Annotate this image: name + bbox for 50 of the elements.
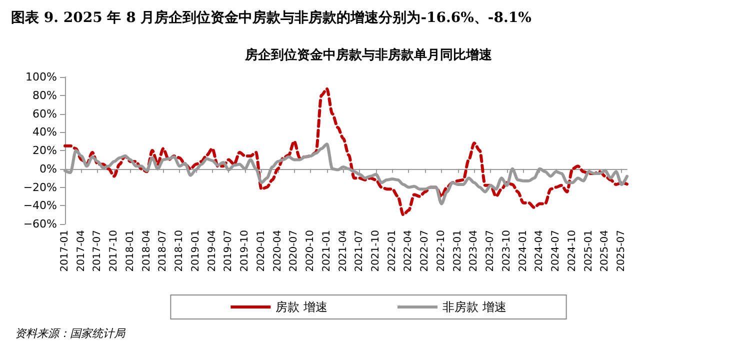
x-tick-label: 2017-07: [92, 230, 104, 272]
x-tick-label: 2025-04: [600, 230, 611, 272]
x-tick-label: 2022-04: [403, 230, 414, 272]
y-tick-label: −60%: [23, 218, 57, 230]
x-tick-label: 2024-10: [566, 230, 578, 272]
text: 资料来源：国家统计局: [15, 327, 126, 340]
x-tick-label: 2021-04: [338, 230, 349, 272]
x-tick-label: 2020-10: [305, 230, 316, 272]
x-tick-label: 2017-01: [60, 230, 70, 272]
x-tick-label: 2023-10: [501, 230, 512, 272]
y-tick-label: 40%: [32, 126, 57, 139]
x-tick-label: 2021-10: [370, 230, 382, 272]
y-tick-label: −20%: [23, 180, 57, 194]
legend-label: 房款 增速: [276, 300, 328, 314]
x-tick-label: 2019-01: [190, 230, 202, 272]
x-tick-label: 2021-01: [321, 230, 332, 272]
x-tick-label: 2020-04: [272, 230, 284, 272]
line-series: [64, 87, 628, 216]
legend-label: 非房款 增速: [442, 300, 506, 314]
x-tick-label: 2025-07: [616, 230, 628, 272]
y-tick-label: 20%: [32, 144, 57, 157]
y-tick-label: 60%: [32, 107, 57, 120]
x-tick-label: 2024-04: [534, 230, 546, 272]
x-tick-label: 2020-07: [288, 230, 300, 272]
chart-title: 图表 9. 2025 年 8 月房企到位资金中房款与非房款的增速分别为-16.6%、-8.1%: [11, 9, 532, 26]
y-tick-label: −40%: [23, 199, 57, 212]
x-tick-label: 2022-07: [420, 230, 431, 272]
x-tick-label: 2019-07: [223, 230, 234, 272]
x-tick-label: 2023-07: [485, 230, 496, 272]
x-tick-label: 2018-07: [158, 230, 169, 272]
x-tick-label: 2017-04: [76, 230, 87, 272]
x-tick-label: 2018-10: [174, 230, 186, 272]
x-tick-label: 2023-04: [468, 230, 480, 272]
y-tick-label: 80%: [32, 88, 57, 102]
x-tick-label: 2024-01: [518, 230, 529, 272]
x-tick-label: 2021-07: [354, 230, 366, 272]
x-tick-label: 2019-04: [206, 230, 218, 272]
x-tick-label: 2018-04: [141, 230, 152, 272]
x-tick-label: 2019-10: [240, 230, 251, 272]
x-tick-label: 2024-07: [550, 230, 562, 272]
x-tick-label: 2020-01: [256, 230, 267, 272]
x-tick-label: 2025-01: [583, 230, 594, 272]
x-tick-label: 2018-01: [124, 230, 136, 272]
chart-subtitle: 房企到位资金中房款与非房款单月同比增速: [244, 47, 493, 63]
x-tick-label: 2022-10: [436, 230, 447, 272]
x-tick-label: 2022-01: [386, 230, 398, 272]
x-tick-label: 2017-10: [108, 230, 120, 272]
x-tick-label: 2023-01: [452, 230, 464, 272]
y-tick-label: 0%: [40, 162, 57, 176]
y-tick-label: 100%: [26, 70, 57, 84]
